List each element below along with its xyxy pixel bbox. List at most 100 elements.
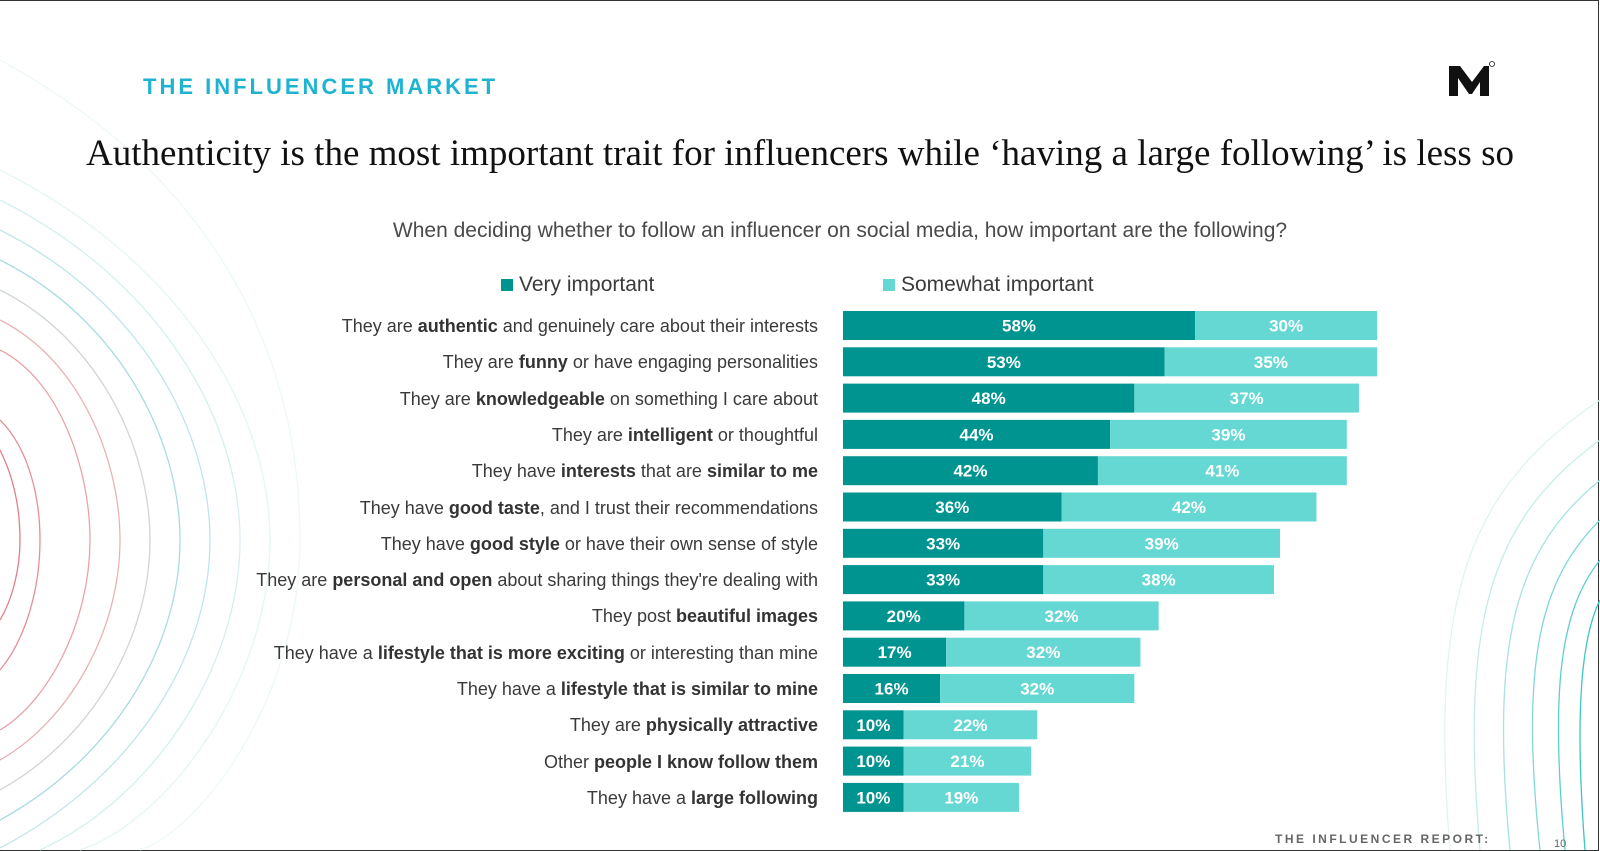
- category-label-part: , and I trust their recommendations: [539, 497, 818, 518]
- bar-very: [843, 637, 947, 667]
- bar-value-label: 33%: [926, 534, 960, 553]
- bar-value-label: 10%: [856, 716, 890, 735]
- category-label: They are funny or have engaging personal…: [443, 351, 818, 373]
- bar-value-label: 44%: [960, 425, 994, 444]
- category-label-part: interests: [560, 461, 636, 482]
- bar-value-label: 35%: [1254, 353, 1288, 372]
- category-label-part: good taste: [448, 497, 540, 518]
- category-label-part: They are: [341, 316, 418, 336]
- bar-somewhat: [1061, 492, 1317, 522]
- category-label: They have good taste, and I trust their …: [360, 497, 818, 519]
- bar-value-label: 10%: [856, 788, 890, 807]
- category-label-part: physically attractive: [645, 715, 818, 736]
- category-label-part: They post: [591, 606, 676, 627]
- category-label-part: They have a: [273, 642, 378, 663]
- chart-title: When deciding whether to follow an influ…: [392, 219, 1288, 242]
- bar-value-label: 42%: [953, 462, 987, 481]
- category-label-part: about sharing things they're dealing wit…: [492, 570, 818, 591]
- bar-value-label: 17%: [878, 643, 912, 662]
- bar-value-label: 53%: [987, 353, 1021, 372]
- category-label-part: or interesting than mine: [624, 642, 818, 663]
- category-label-part: They are: [442, 352, 519, 373]
- bar-very: [843, 347, 1165, 377]
- bar-value-label: 32%: [1045, 607, 1079, 626]
- bar-somewhat: [1110, 419, 1347, 449]
- category-label-part: lifestyle that is more exciting: [377, 642, 625, 663]
- category-label-part: or have their own sense of style: [559, 533, 818, 554]
- bar-value-label: 42%: [1172, 498, 1206, 517]
- bar-somewhat: [1164, 347, 1378, 377]
- bar-value-label: 48%: [972, 389, 1006, 408]
- category-label-part: large following: [690, 787, 818, 808]
- category-label-part: They have: [471, 461, 561, 482]
- category-label: They are knowledgeable on something I ca…: [400, 388, 818, 410]
- bar-somewhat: [940, 674, 1135, 703]
- footer-report-title: THE INFLUENCER REPORT:: [1275, 832, 1491, 846]
- bar-value-label: 22%: [953, 716, 987, 735]
- legend-swatch-very: [501, 279, 513, 291]
- category-label: Other people I know follow them: [544, 751, 818, 773]
- category-label: They are personal and open about sharing…: [256, 569, 818, 591]
- category-label-part: beautiful images: [675, 606, 818, 627]
- section-label: THE INFLUENCER MARKET: [143, 74, 499, 99]
- category-label-part: that are: [635, 461, 707, 482]
- category-label: They have interests that are similar to …: [472, 460, 818, 482]
- bar-very: [843, 383, 1135, 413]
- category-label: They are physically attractive: [570, 714, 818, 736]
- bar-somewhat: [1097, 456, 1347, 486]
- bar-value-label: 36%: [935, 498, 969, 517]
- category-label-part: or have engaging personalities: [567, 352, 818, 373]
- bar-somewhat: [903, 782, 1020, 812]
- category-label: They have a lifestyle that is more excit…: [274, 642, 818, 664]
- bar-somewhat: [946, 637, 1141, 667]
- legend-swatch-somewhat: [883, 279, 895, 291]
- bar-somewhat: [964, 601, 1159, 631]
- bar-very: [843, 311, 1196, 340]
- category-label-part: good style: [469, 533, 560, 554]
- category-label-part: on something I care about: [604, 388, 818, 409]
- legend-somewhat-important: Somewhat important: [883, 273, 1094, 297]
- bar-somewhat: [1195, 311, 1378, 340]
- category-label: They have good style or have their own s…: [381, 533, 818, 555]
- bar-value-label: 21%: [950, 752, 984, 771]
- category-label-part: lifestyle that is similar to mine: [560, 679, 818, 699]
- bar-value-label: 10%: [856, 752, 890, 771]
- bar-value-label: 39%: [1211, 425, 1245, 444]
- legend-label-very: Very important: [519, 273, 655, 296]
- bar-value-label: 19%: [944, 788, 978, 807]
- bar-very: [843, 456, 1098, 486]
- bar-value-label: 32%: [1026, 643, 1060, 662]
- bar-value-label: 58%: [1002, 317, 1036, 336]
- category-label: They post beautiful images: [592, 605, 818, 627]
- category-label: They have a lifestyle that is similar to…: [457, 678, 818, 700]
- bar-very: [843, 528, 1044, 558]
- slide-headline: Authenticity is the most important trait…: [86, 133, 1514, 174]
- category-label-part: authentic: [417, 316, 498, 336]
- page-number: 10: [1554, 838, 1567, 850]
- bar-very: [843, 674, 941, 703]
- bar-value-label: 20%: [887, 607, 921, 626]
- category-label-part: They are: [256, 570, 333, 591]
- category-label-part: They are: [551, 424, 628, 445]
- category-label-part: or thoughtful: [712, 424, 818, 445]
- bar-very: [843, 746, 904, 776]
- category-label-part: intelligent: [627, 424, 713, 445]
- category-label: They have a large following: [587, 787, 818, 809]
- bar-somewhat: [1134, 383, 1359, 413]
- bar-value-label: 30%: [1269, 317, 1303, 336]
- category-label-part: personal and open: [332, 570, 493, 591]
- category-label-part: They are: [399, 388, 476, 409]
- bar-value-label: 32%: [1020, 680, 1054, 699]
- category-label: They are intelligent or thoughtful: [552, 424, 818, 446]
- category-label-part: They have a: [456, 679, 561, 699]
- category-label-part: They have: [380, 533, 470, 554]
- bar-very: [843, 782, 904, 812]
- bar-somewhat: [1043, 528, 1281, 558]
- brand-logo-icon: [1449, 61, 1495, 96]
- bar-very: [843, 419, 1111, 449]
- bar-value-label: 16%: [875, 680, 909, 699]
- bar-very: [843, 565, 1044, 595]
- category-label-part: Other: [543, 751, 594, 772]
- category-label: They are authentic and genuinely care ab…: [342, 315, 818, 337]
- category-label-part: funny: [518, 352, 568, 373]
